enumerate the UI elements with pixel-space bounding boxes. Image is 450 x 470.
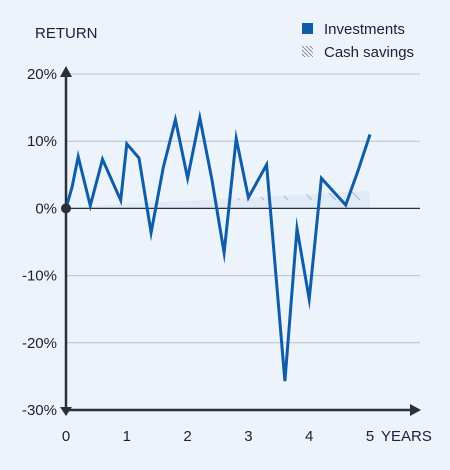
grid-lines <box>66 73 420 344</box>
y-tick-label: -20% <box>22 335 57 352</box>
legend-cash-savings-swatch <box>302 46 313 57</box>
y-axis-arrow-down <box>60 407 72 416</box>
legend: Investments Cash savings <box>302 21 414 61</box>
legend-cash-savings-label: Cash savings <box>324 44 414 61</box>
x-axis-title: YEARS <box>381 428 432 445</box>
x-tick-label: 4 <box>305 428 313 445</box>
investments-line <box>64 110 372 382</box>
y-tick-label: 0% <box>35 200 57 217</box>
y-axis-arrow-up <box>60 66 72 77</box>
y-tick-label: 20% <box>27 66 57 83</box>
legend-investments-label: Investments <box>324 21 405 38</box>
cash-savings-series <box>66 190 370 209</box>
origin-dot <box>61 203 71 214</box>
axes <box>60 66 421 416</box>
y-axis-title: RETURN <box>35 25 98 42</box>
x-axis-arrow <box>410 404 421 416</box>
cash-savings-hatch <box>66 190 370 209</box>
x-tick-label: 1 <box>123 428 131 445</box>
x-tick-label: 0 <box>62 428 70 445</box>
x-tick-label: 3 <box>244 428 252 445</box>
legend-investments-swatch <box>302 23 313 34</box>
y-tick-label: -30% <box>22 402 57 419</box>
x-tick-label: 5 <box>366 428 374 445</box>
investments-series <box>61 110 372 382</box>
y-tick-label: 10% <box>27 133 57 150</box>
x-tick-label: 2 <box>183 428 191 445</box>
tick-labels: 20% 10% 0% -10% -20% -30% 0 1 2 3 4 5 <box>22 66 374 445</box>
y-tick-label: -10% <box>22 268 57 285</box>
